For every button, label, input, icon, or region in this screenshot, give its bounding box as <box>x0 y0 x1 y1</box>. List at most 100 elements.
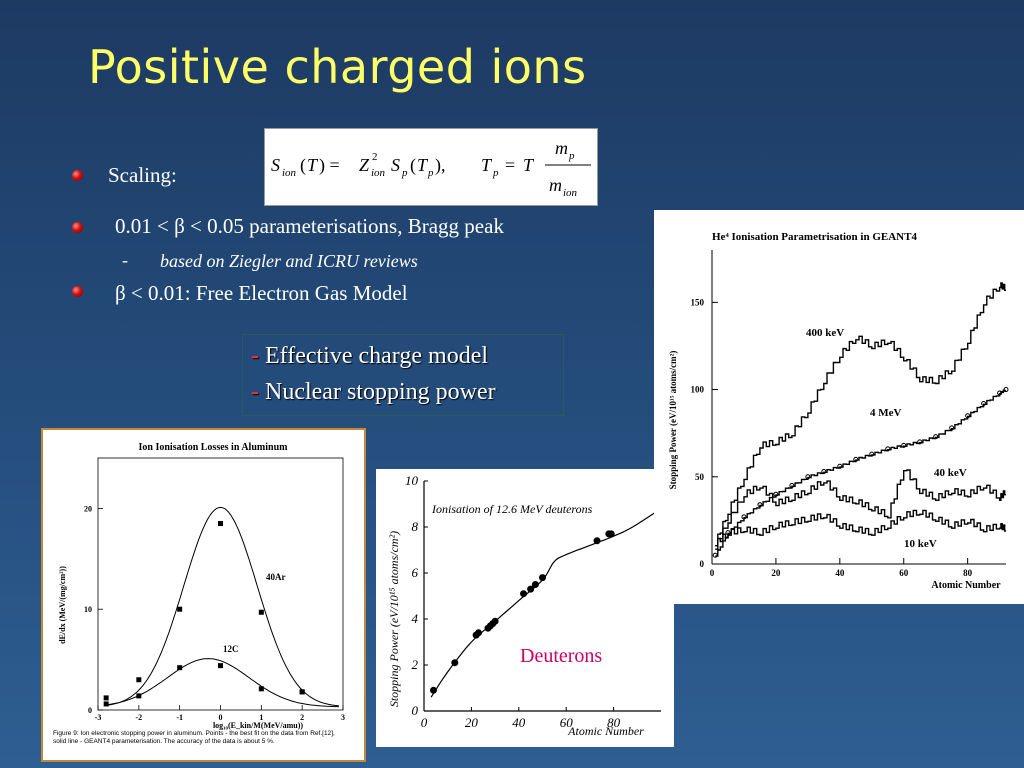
data-point <box>712 552 718 558</box>
x-tick-label: 0 <box>219 713 223 722</box>
bullet-icon <box>72 222 83 233</box>
series-label-c: 12C <box>223 644 239 654</box>
data-point <box>869 451 875 457</box>
figure-he4: He⁴ Ionisation Parametrisation in GEANT4… <box>654 210 1024 604</box>
svg-text:p: p <box>427 167 434 179</box>
bullet-icon <box>72 170 83 181</box>
svg-text:T: T <box>481 155 493 175</box>
x-tick-label: 3 <box>341 713 345 722</box>
x-tick-label: 80 <box>963 568 973 578</box>
x-axis-label: log₁₀(E_kin/M(MeV/amu)) <box>213 721 303 730</box>
y-axis-label: Stopping Power (eV/10¹⁵ atoms/cm²) <box>668 351 678 490</box>
data-point <box>103 701 109 707</box>
data-point <box>531 581 539 588</box>
y-tick-label: 20 <box>84 504 92 513</box>
svg-text:T: T <box>307 155 319 175</box>
svg-text:(: ( <box>300 155 306 176</box>
data-point <box>885 446 891 452</box>
chart-title: Ionisation of 12.6 MeV deuterons <box>431 502 593 516</box>
data-point <box>1003 387 1009 393</box>
svg-text:p: p <box>568 150 575 162</box>
data-point <box>789 483 795 488</box>
svg-text:p: p <box>401 167 408 179</box>
sub-bullet-dash: - <box>122 250 128 270</box>
data-point <box>997 390 1003 396</box>
x-tick-label: 60 <box>560 715 574 730</box>
data-point <box>520 590 528 598</box>
y-tick-label: 0 <box>412 703 419 718</box>
data-point <box>821 469 827 475</box>
data-point <box>218 663 223 669</box>
chart-title: He⁴ Ionisation Parametrisation in GEANT4 <box>712 231 917 243</box>
formula-graphic: S ion ( T ) = Z 2 ion S p ( T p ), T p =… <box>271 138 591 199</box>
he4-chart: He⁴ Ionisation Parametrisation in GEANT4… <box>668 231 1009 591</box>
figure-caption: Figure 9: Ion electronic stopping power … <box>53 730 335 745</box>
data-point <box>527 585 535 593</box>
data-point <box>593 537 601 545</box>
data-point <box>837 463 843 469</box>
data-point <box>451 659 459 667</box>
fit-curve <box>430 508 662 698</box>
x-axis-label: Atomic Number <box>567 724 644 738</box>
x-tick-label: 40 <box>835 568 845 578</box>
y-tick-label: 100 <box>691 385 705 395</box>
svg-text:m: m <box>549 175 562 195</box>
x-tick-label: 0 <box>421 715 428 730</box>
data-point <box>258 609 264 615</box>
data-point <box>853 456 859 462</box>
svg-text:Z: Z <box>359 155 370 175</box>
svg-text:) =: ) = <box>319 155 340 176</box>
data-point <box>949 425 955 431</box>
svg-text:ion: ion <box>282 167 297 179</box>
chart-title: Ion Ionisation Losses in Aluminum <box>139 442 289 453</box>
plot-frame <box>97 457 344 711</box>
y-tick-label: 4 <box>412 611 419 626</box>
svg-text:T: T <box>417 155 429 175</box>
data-point <box>917 439 923 445</box>
highlight-box: - Effective charge model - Nuclear stopp… <box>242 334 564 416</box>
svg-text:=: = <box>505 155 515 175</box>
y-tick-label: 10 <box>405 473 419 488</box>
box-line-nuclear-stopping: - Nuclear stopping power <box>251 379 496 405</box>
svg-text:2: 2 <box>372 151 378 163</box>
x-tick-label: -3 <box>95 713 102 722</box>
series-line-400-keV <box>715 282 1006 547</box>
data-point <box>901 442 907 448</box>
scaling-formula: S ion ( T ) = Z 2 ion S p ( T p ), T p =… <box>264 128 598 206</box>
data-point <box>981 401 987 407</box>
y-tick-label: 10 <box>84 605 92 614</box>
series-curve-40Ar <box>106 506 339 707</box>
data-point <box>103 695 109 701</box>
svg-text:p: p <box>492 167 499 179</box>
figure-aluminum: Ion Ionisation Losses in Aluminum dE/dx … <box>41 428 366 762</box>
deuterons-label: Deuterons <box>520 645 603 667</box>
x-axis-label: Atomic Number <box>931 580 1001 591</box>
svg-text:),: ), <box>435 155 446 176</box>
series-line-4-MeV <box>715 389 1006 557</box>
data-point <box>805 474 811 480</box>
series-label-400kev: 400 keV <box>806 327 844 339</box>
svg-text:(: ( <box>410 155 416 176</box>
data-point <box>136 693 142 699</box>
svg-text:m: m <box>555 138 568 158</box>
y-tick-label: 6 <box>412 565 419 580</box>
data-point <box>218 521 223 527</box>
x-tick-label: 40 <box>512 715 526 730</box>
y-tick-label: 50 <box>695 472 705 482</box>
series-line-10-keV <box>715 509 1006 547</box>
series-line-40-keV <box>715 469 1006 550</box>
data-point <box>539 574 546 582</box>
series-label-ar: 40Ar <box>266 572 286 582</box>
data-point <box>741 514 747 520</box>
sub-bullet-text: based on Ziegler and ICRU reviews <box>160 251 418 271</box>
svg-text:ion: ion <box>371 167 386 179</box>
series-curve-12C <box>106 658 339 708</box>
svg-text:S: S <box>271 155 280 175</box>
y-tick-label: 8 <box>412 519 419 534</box>
data-point <box>491 617 499 625</box>
x-tick-label: 60 <box>899 568 909 578</box>
data-point <box>773 491 779 497</box>
bullet-icon <box>72 286 83 297</box>
x-tick-label: -1 <box>176 713 183 722</box>
data-point <box>429 686 437 694</box>
